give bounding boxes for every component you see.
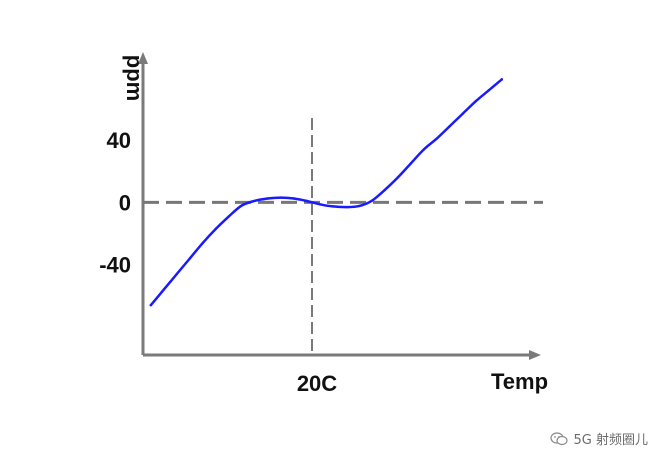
series-points [149, 78, 503, 307]
x-axis-arrow [529, 350, 541, 360]
data-point [227, 215, 230, 218]
x-axis-label: Temp [491, 369, 548, 394]
data-point [422, 148, 425, 151]
series-line [149, 78, 504, 307]
data-point [240, 204, 243, 207]
data-point [331, 205, 334, 208]
x-tick-labels: 20C [297, 371, 337, 396]
data-point [253, 199, 256, 203]
data-point [474, 99, 477, 103]
data-point [461, 112, 464, 115]
data-point [214, 227, 217, 231]
data-point [344, 205, 347, 209]
data-point [383, 188, 386, 192]
y-tick-label: -40 [99, 253, 131, 278]
data-point [292, 197, 295, 200]
data-point [279, 196, 282, 199]
data-point [487, 89, 490, 92]
y-axis-arrow [138, 52, 148, 64]
data-point [370, 199, 373, 203]
data-point [149, 303, 152, 307]
y-tick-label: 0 [119, 190, 131, 215]
data-point [162, 288, 165, 291]
data-point [266, 197, 269, 200]
data-point [318, 203, 321, 206]
data-point [201, 241, 204, 245]
y-axis-label: ppm [122, 55, 147, 101]
data-point [409, 162, 412, 165]
data-point [500, 78, 503, 81]
wechat-icon [549, 431, 568, 445]
x-tick-label: 20C [297, 371, 337, 396]
watermark: 5G 射频圈儿 [549, 429, 648, 448]
data-point [305, 199, 308, 203]
data-point [175, 272, 178, 276]
y-tick-labels: 40 0 -40 [99, 128, 131, 278]
data-point [435, 137, 438, 140]
data-point [396, 176, 399, 179]
y-tick-label: 40 [107, 128, 131, 153]
data-point [188, 257, 191, 260]
data-point [448, 124, 451, 128]
data-point [357, 204, 360, 208]
watermark-text: 5G 射频圈儿 [573, 433, 648, 448]
